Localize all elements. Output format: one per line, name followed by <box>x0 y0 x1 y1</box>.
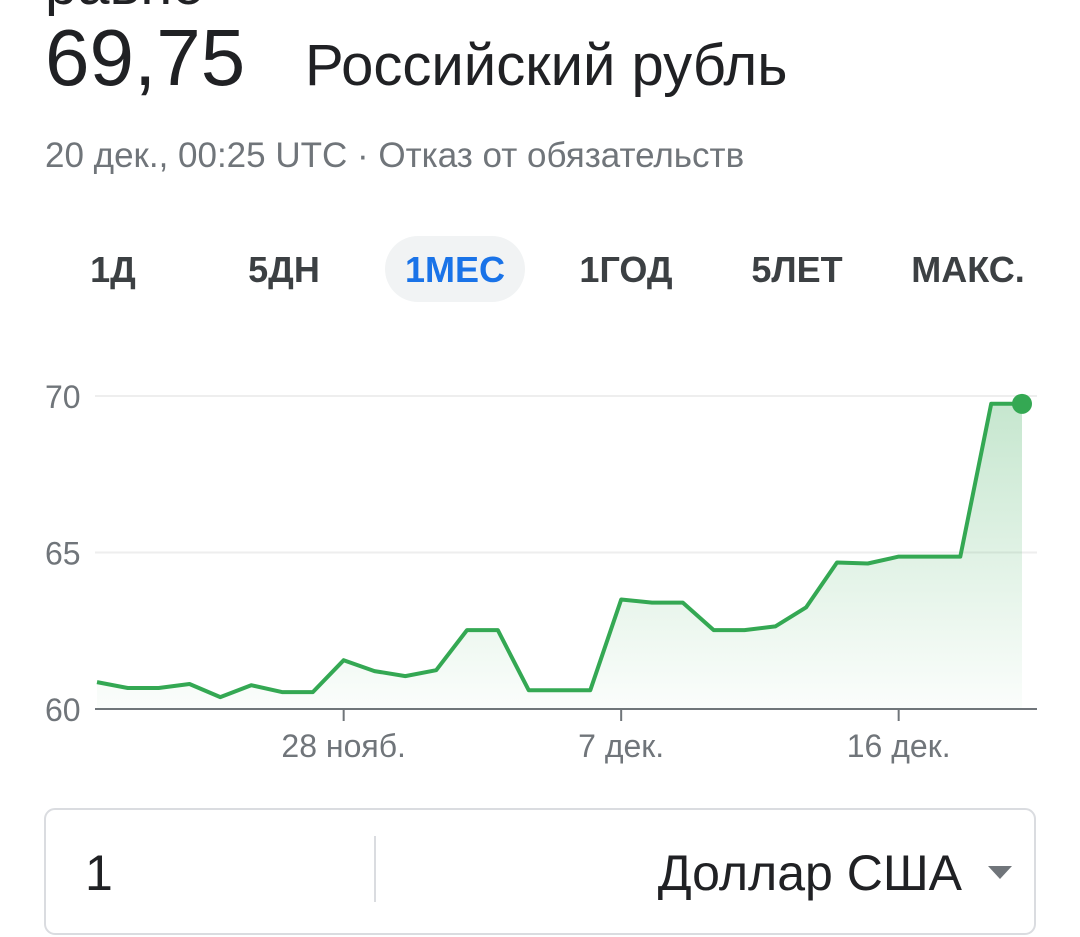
y-tick-label: 70 <box>45 379 81 415</box>
last-point <box>1012 393 1032 414</box>
tab[interactable]: 1ГОД <box>579 249 672 290</box>
x-tick-label: 7 дек. <box>578 728 664 764</box>
y-tick-label: 65 <box>45 536 81 572</box>
tab-highlight <box>385 236 525 302</box>
tab[interactable]: 1Д <box>90 249 136 290</box>
amount: 69,75 <box>45 13 245 102</box>
currency-select[interactable]: Доллар США <box>658 845 963 901</box>
tabs: 1Д 5ДН 1МЕС 1ГОД 5ЛЕТ МАКС. <box>90 236 1025 302</box>
converter-box <box>44 808 1036 935</box>
tab[interactable]: 5ДН <box>248 249 320 290</box>
currency-name: Российский рубль <box>305 33 787 98</box>
tab[interactable]: МАКС. <box>911 249 1024 290</box>
tab[interactable]: 5ЛЕТ <box>751 249 842 290</box>
area-fill <box>97 403 1022 709</box>
caption: равно <box>45 0 205 17</box>
price-line <box>96 401 1022 700</box>
tab[interactable]: 1МЕС <box>405 249 505 290</box>
amount-input[interactable]: 1 <box>85 845 113 901</box>
y-tick-label: 60 <box>45 692 81 728</box>
x-tick-label: 16 дек. <box>847 728 951 764</box>
subtitle[interactable]: 20 дек., 00:25 UTC · Отказ от обязательс… <box>45 136 744 175</box>
chart: 60 65 70 28 нояб. 7 дек. 16 дек. <box>45 379 1037 764</box>
dropdown-arrow[interactable] <box>988 866 1012 879</box>
x-tick-label: 28 нояб. <box>281 728 406 764</box>
